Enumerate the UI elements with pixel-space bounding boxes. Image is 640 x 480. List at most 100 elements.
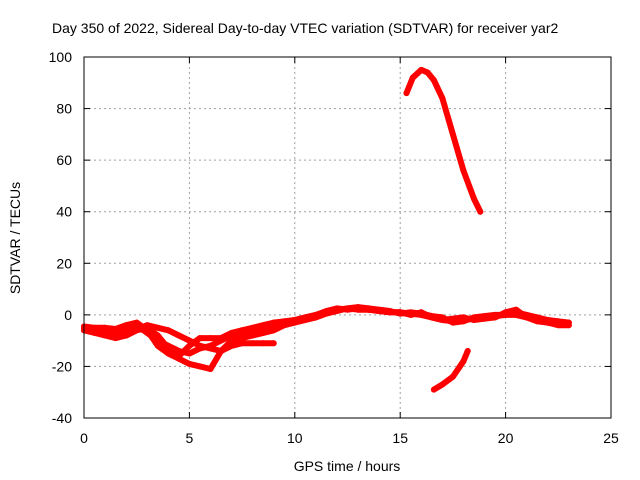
data-point-high-arc [424, 69, 431, 76]
data-point-high-arc [403, 90, 410, 97]
data-point-main-band-4 [207, 345, 214, 352]
x-tick-label: 25 [603, 430, 619, 446]
x-tick-label: 5 [186, 430, 194, 446]
data-point-main-band-3 [291, 319, 298, 326]
data-point-main-band-3 [302, 317, 309, 323]
data-point-main-band-3 [154, 342, 161, 349]
data-point-main-band-4 [260, 340, 267, 347]
data-point-main-band-3 [249, 332, 256, 339]
data-point-low-arc [464, 348, 471, 354]
data-point-low-arc [430, 386, 437, 393]
data-point-main-band-3 [165, 350, 172, 357]
data-point-main-band-3 [407, 309, 414, 316]
data-point-main-band-4 [165, 327, 172, 334]
data-point-main-band-3 [523, 314, 530, 321]
x-tick-label: 0 [80, 430, 88, 446]
data-point-main-band-2 [91, 329, 98, 336]
data-point-main-band-4 [186, 337, 193, 344]
data-point-main-band-3 [270, 327, 277, 334]
data-point-high-arc [460, 167, 467, 174]
data-point-main-band-3 [565, 322, 572, 329]
data-point-main-band-3 [281, 322, 288, 329]
data-point-main-band-3 [418, 310, 425, 317]
y-tick-label: 100 [49, 49, 73, 65]
data-point-main-band-3 [228, 337, 235, 344]
data-point-main-band-4 [228, 342, 235, 349]
data-point-main-band-2 [249, 324, 256, 331]
data-point-main-band-3 [133, 319, 140, 326]
data-point-main-band-3 [460, 318, 467, 325]
data-point-main-band-3 [534, 318, 541, 325]
data-point-main-band-3 [123, 322, 130, 329]
data-point-main-band-4 [249, 340, 256, 347]
data-point-main-band-3 [102, 324, 109, 331]
tick-layer: 0 5 10 15 20 25 -40 -20 0 20 40 60 80 100 [49, 49, 619, 446]
data-point-high-arc [439, 95, 446, 102]
data-point-main-band-3 [365, 305, 372, 312]
data-point-main-band-3 [323, 310, 330, 317]
data-point-main-band-3 [355, 304, 361, 311]
y-tick-label: 0 [64, 307, 72, 323]
data-point-main-band-3 [376, 306, 383, 313]
data-point-main-band-3 [428, 313, 435, 320]
data-point-main-band-3 [175, 355, 182, 362]
data-point-main-band-3 [471, 314, 477, 321]
data-point-main-band-2 [218, 335, 224, 342]
data-point-high-arc [471, 195, 477, 202]
data-point-low-arc [460, 358, 467, 365]
y-tick-label: 20 [56, 255, 72, 271]
data-point-main-band-1 [186, 350, 193, 357]
data-point-main-band-3 [334, 308, 340, 314]
data-point-main-band-3 [344, 305, 351, 312]
data-point-main-band-2 [270, 319, 277, 326]
data-point-main-band-3 [112, 326, 119, 332]
x-axis-label: GPS time / hours [294, 458, 401, 474]
data-point-main-band-3 [449, 319, 456, 326]
y-tick-label: 40 [56, 204, 72, 220]
x-tick-label: 20 [498, 430, 514, 446]
data-point-main-band-3 [555, 322, 562, 329]
data-point-main-band-3 [544, 319, 551, 326]
y-tick-label: 80 [56, 101, 72, 117]
data-point-main-band-4 [123, 328, 130, 335]
series-layer [81, 66, 572, 393]
y-tick-label: -20 [52, 358, 72, 374]
data-point-main-band-3 [260, 329, 267, 336]
data-point-main-band-4 [144, 322, 151, 329]
data-point-main-band-3 [239, 335, 246, 342]
x-tick-label: 15 [392, 430, 408, 446]
data-point-main-band-3 [207, 366, 214, 372]
data-point-high-arc [449, 131, 456, 138]
data-point-main-band-3 [439, 314, 446, 321]
y-axis-label: SDTVAR / TECUs [7, 182, 23, 294]
data-point-main-band-4 [270, 340, 277, 347]
y-tick-label: -40 [52, 410, 72, 426]
data-point-main-band-3 [481, 313, 488, 320]
data-point-high-arc [409, 74, 416, 81]
data-point-main-band-2 [154, 332, 161, 339]
grid-layer [84, 57, 611, 418]
data-point-main-band-3 [386, 308, 393, 314]
data-point-high-arc [430, 77, 437, 84]
data-point-main-band-2 [513, 306, 520, 313]
data-point-main-band-3 [492, 311, 499, 318]
data-point-main-band-4 [112, 331, 119, 338]
data-point-main-band-3 [91, 324, 98, 331]
data-point-main-band-3 [312, 314, 319, 321]
x-tick-label: 10 [287, 430, 303, 446]
data-point-main-band-4 [218, 348, 224, 354]
data-point-main-band-2 [228, 329, 235, 336]
data-point-low-arc [449, 373, 456, 380]
data-point-low-arc [439, 381, 446, 388]
data-point-main-band-2 [239, 327, 246, 334]
data-point-main-band-2 [196, 335, 203, 342]
y-tick-label: 60 [56, 152, 72, 168]
plot-frame [83, 56, 612, 419]
data-point-main-band-3 [513, 311, 520, 318]
data-point-main-band-3 [186, 360, 193, 367]
data-point-main-band-4 [239, 340, 246, 347]
data-point-main-band-3 [502, 311, 509, 318]
data-point-main-band-2 [207, 335, 214, 342]
